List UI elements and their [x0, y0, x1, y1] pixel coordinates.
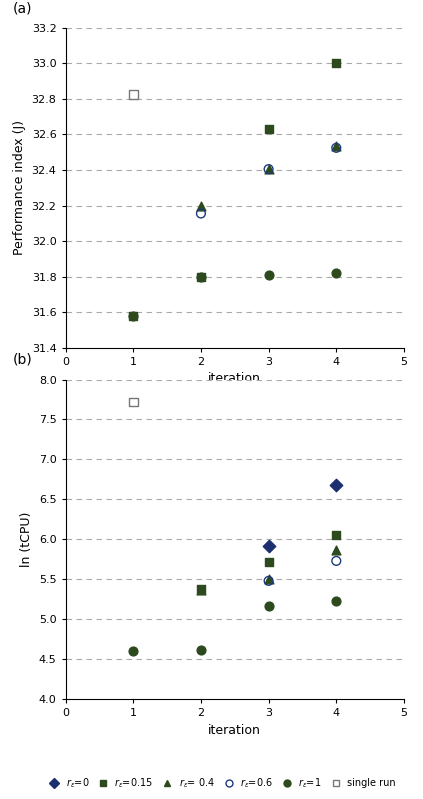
Point: [130, 645, 137, 658]
Point: [333, 555, 340, 567]
Point: [198, 207, 204, 220]
Text: (b): (b): [13, 352, 33, 367]
Point: [333, 140, 340, 153]
Point: [333, 543, 340, 556]
Point: [333, 529, 340, 542]
Point: [265, 268, 272, 281]
Point: [130, 396, 137, 408]
Point: [333, 479, 340, 491]
Point: [198, 200, 204, 213]
Point: [198, 270, 204, 283]
Point: [333, 57, 340, 70]
Point: [333, 141, 340, 154]
Legend: $r_{\varepsilon}$=0, $r_{\varepsilon}$=0.15, $r_{\varepsilon}$= 0.4, $r_{\vareps: $r_{\varepsilon}$=0, $r_{\varepsilon}$=0…: [44, 777, 396, 790]
Text: (a): (a): [13, 1, 33, 15]
Point: [130, 310, 137, 323]
Y-axis label: ln (tCPU): ln (tCPU): [20, 511, 33, 567]
Point: [333, 267, 340, 280]
Point: [265, 573, 272, 586]
Point: [265, 163, 272, 176]
X-axis label: iteration: iteration: [208, 724, 261, 737]
Point: [265, 163, 272, 176]
Point: [130, 309, 137, 322]
Point: [198, 643, 204, 656]
Point: [333, 594, 340, 607]
Point: [198, 582, 204, 595]
Y-axis label: Performance index (J): Performance index (J): [13, 121, 26, 255]
Point: [198, 584, 204, 597]
Point: [265, 539, 272, 552]
Point: [265, 555, 272, 568]
Point: [265, 599, 272, 612]
Point: [198, 270, 204, 283]
Point: [130, 88, 137, 101]
Point: [265, 123, 272, 136]
X-axis label: iteration: iteration: [208, 372, 261, 385]
Point: [265, 574, 272, 587]
